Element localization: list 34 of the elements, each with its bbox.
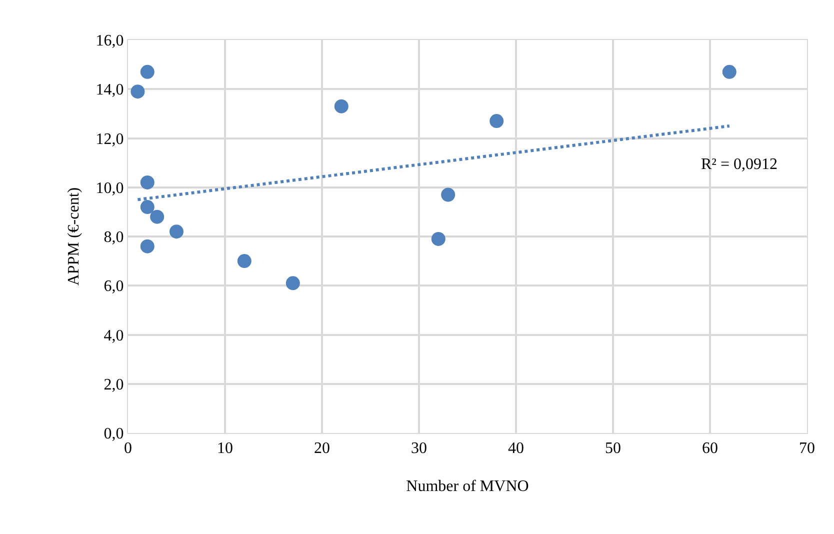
x-tick-label: 40 xyxy=(508,440,524,458)
y-tick-label: 4,0 xyxy=(104,327,124,344)
point xyxy=(140,64,154,79)
point xyxy=(140,239,154,254)
x-tick-label: 20 xyxy=(314,440,330,458)
point xyxy=(441,188,456,202)
x-tick-label: 10 xyxy=(217,440,233,458)
x-tick-label: 0 xyxy=(124,440,132,458)
point xyxy=(140,175,154,190)
x-tick-label: 60 xyxy=(702,440,718,458)
x-axis-title: Number of MVNO xyxy=(406,478,529,495)
y-tick-label: 8,0 xyxy=(104,229,124,246)
annotation: R² = 0,0912 xyxy=(701,156,778,173)
y-tick-label: 16,0 xyxy=(96,32,124,50)
point xyxy=(722,64,736,79)
point xyxy=(150,210,164,224)
x-tick-label: 50 xyxy=(605,440,621,458)
point xyxy=(140,200,154,214)
y-tick-label: 2,0 xyxy=(104,376,124,394)
y-tick-label: 14,0 xyxy=(96,82,124,99)
x-tick-label: 70 xyxy=(799,440,815,458)
point xyxy=(130,84,145,99)
y-tick-label: 6,0 xyxy=(104,278,124,296)
y-tick-label: 0,0 xyxy=(104,426,124,443)
point xyxy=(237,254,252,268)
point xyxy=(170,224,184,239)
y-axis-title: APPM (€-cent) xyxy=(66,187,83,286)
y-tick-label: 12,0 xyxy=(96,130,124,148)
point xyxy=(490,114,504,128)
point xyxy=(334,99,348,114)
x-tick-label: 30 xyxy=(411,440,427,458)
y-tick-label: 10,0 xyxy=(96,180,124,197)
point xyxy=(286,276,300,290)
point xyxy=(431,232,446,246)
